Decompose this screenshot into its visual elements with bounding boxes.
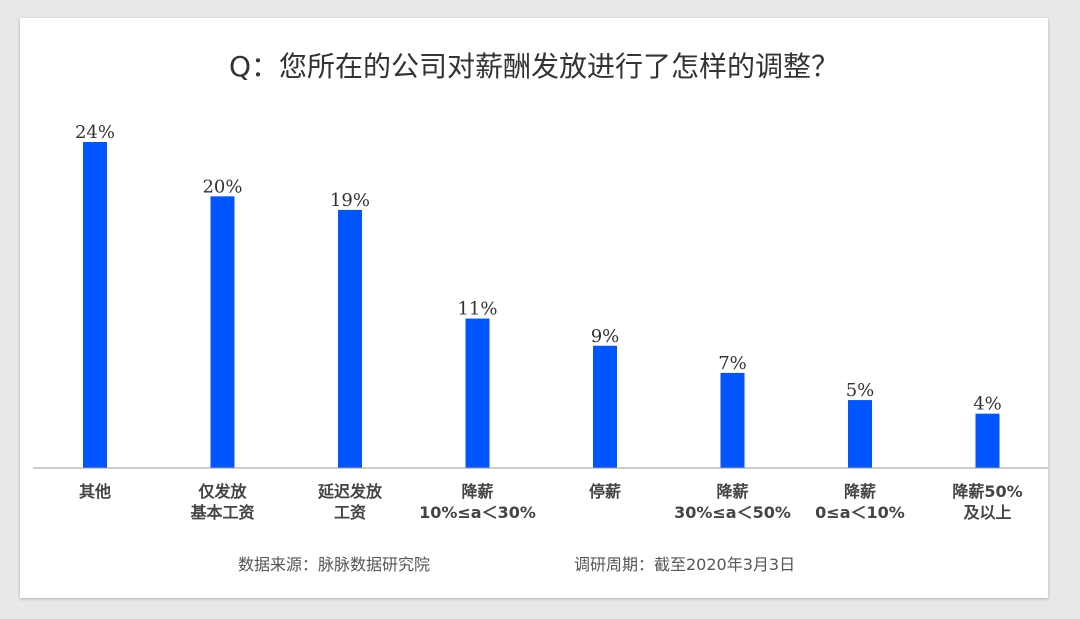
category-label-1-line-0: 仅发放 bbox=[197, 482, 247, 501]
bar-1 bbox=[210, 196, 235, 469]
category-label-3-line-1: 10%≤a＜30% bbox=[419, 503, 536, 522]
data-label-5: 7% bbox=[718, 353, 747, 374]
category-label-2-line-0: 延迟发放 bbox=[317, 482, 383, 501]
data-label-3: 11% bbox=[457, 299, 497, 320]
category-label-5-line-0: 降薪 bbox=[716, 482, 748, 501]
data-label-0: 24% bbox=[75, 122, 115, 143]
bar-3 bbox=[465, 318, 490, 468]
data-label-1: 20% bbox=[202, 176, 242, 197]
category-label-3-line-0: 降薪 bbox=[461, 482, 493, 501]
category-label-6-line-1: 0≤a＜10% bbox=[815, 503, 905, 522]
chart-title: Q：您所在的公司对薪酬发放进行了怎样的调整？ bbox=[229, 50, 839, 83]
category-label-1-line-1: 基本工资 bbox=[189, 503, 254, 522]
bar-5 bbox=[720, 372, 745, 468]
data-label-7: 4% bbox=[973, 394, 1002, 415]
category-label-6-line-0: 降薪 bbox=[844, 482, 876, 501]
survey-period-note: 调研周期：截至2020年3月3日 bbox=[574, 555, 795, 574]
source-note: 数据来源：脉脉数据研究院 bbox=[238, 555, 430, 574]
category-label-4: 停薪 bbox=[589, 482, 621, 501]
category-label-7-line-0: 降薪50% bbox=[952, 482, 1022, 501]
chart-card: Q：您所在的公司对薪酬发放进行了怎样的调整？ 24% 其他 20% 仅发放基本工资 19… bbox=[20, 18, 1048, 598]
bar-4 bbox=[593, 345, 617, 468]
data-label-2: 19% bbox=[330, 190, 370, 211]
category-label-7-line-1: 及以上 bbox=[963, 503, 1011, 522]
category-label-0: 其他 bbox=[79, 482, 111, 501]
data-label-4: 9% bbox=[591, 326, 620, 347]
bar-0 bbox=[83, 142, 107, 468]
bar-6 bbox=[848, 400, 872, 468]
bar-2 bbox=[338, 209, 362, 468]
category-label-5-line-1: 30%≤a＜50% bbox=[674, 503, 791, 522]
bar-7 bbox=[975, 413, 1000, 468]
category-label-2-line-1: 工资 bbox=[334, 503, 366, 522]
data-label-6: 5% bbox=[846, 380, 875, 401]
